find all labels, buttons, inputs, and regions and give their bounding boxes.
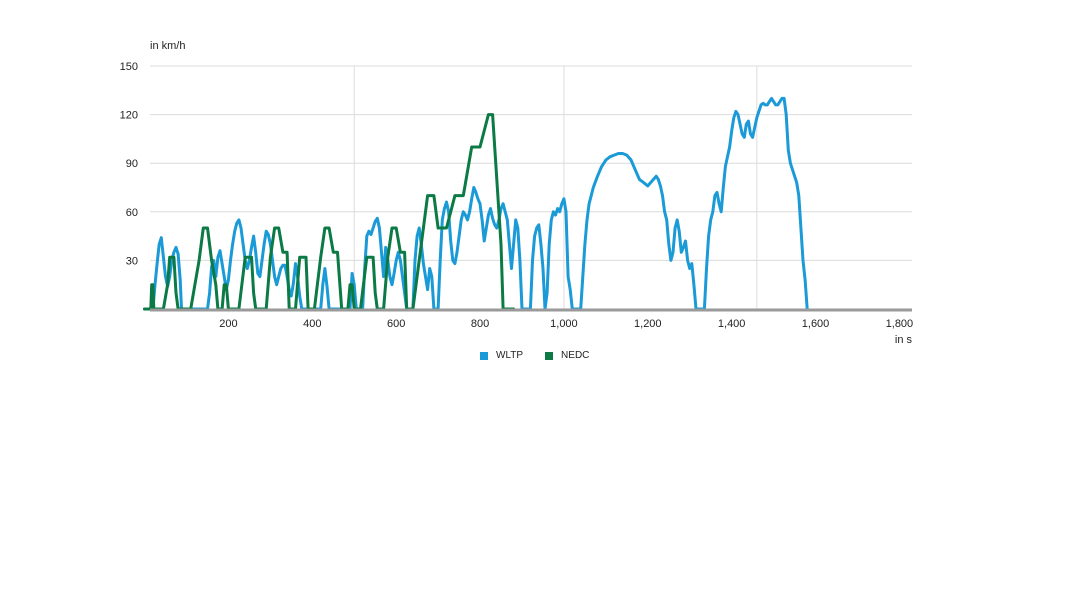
y-tick-label: 120 (120, 110, 138, 122)
gridlines (150, 65, 912, 309)
legend-swatch-nedc (545, 351, 554, 360)
x-axis-ticks: 200 400 600 800 1,000 1,200 1,400 1,600 1,800 (219, 318, 913, 330)
x-tick-label: 800 (471, 318, 489, 330)
legend-label-nedc: NEDC (561, 350, 590, 361)
x-tick-label: 400 (303, 318, 321, 330)
x-tick-label: 600 (387, 318, 405, 330)
y-tick-label: 30 (126, 255, 138, 267)
y-tick-label: 90 (126, 158, 138, 170)
series-line-wltp (143, 96, 809, 311)
y-tick-label: 150 (120, 61, 138, 73)
x-tick-label: 1,400 (718, 318, 746, 330)
x-axis-label: in s (895, 334, 913, 346)
x-tick-label: 1,000 (550, 318, 578, 330)
series-layer (143, 96, 809, 311)
y-axis-ticks: 30 60 90 120 150 (120, 61, 138, 267)
x-tick-label: 1,600 (802, 318, 830, 330)
legend: WLTP NEDC (480, 350, 589, 361)
x-tick-label: 1,200 (634, 318, 662, 330)
y-tick-label: 60 (126, 207, 138, 219)
y-axis-label: in km/h (150, 40, 185, 52)
legend-item-wltp: WLTP (480, 350, 523, 361)
legend-label-wltp: WLTP (496, 350, 524, 361)
x-tick-label: 1,800 (886, 318, 914, 330)
x-tick-label: 200 (219, 318, 237, 330)
legend-swatch-wltp (480, 351, 488, 360)
legend-item-nedc: NEDC (545, 350, 589, 361)
